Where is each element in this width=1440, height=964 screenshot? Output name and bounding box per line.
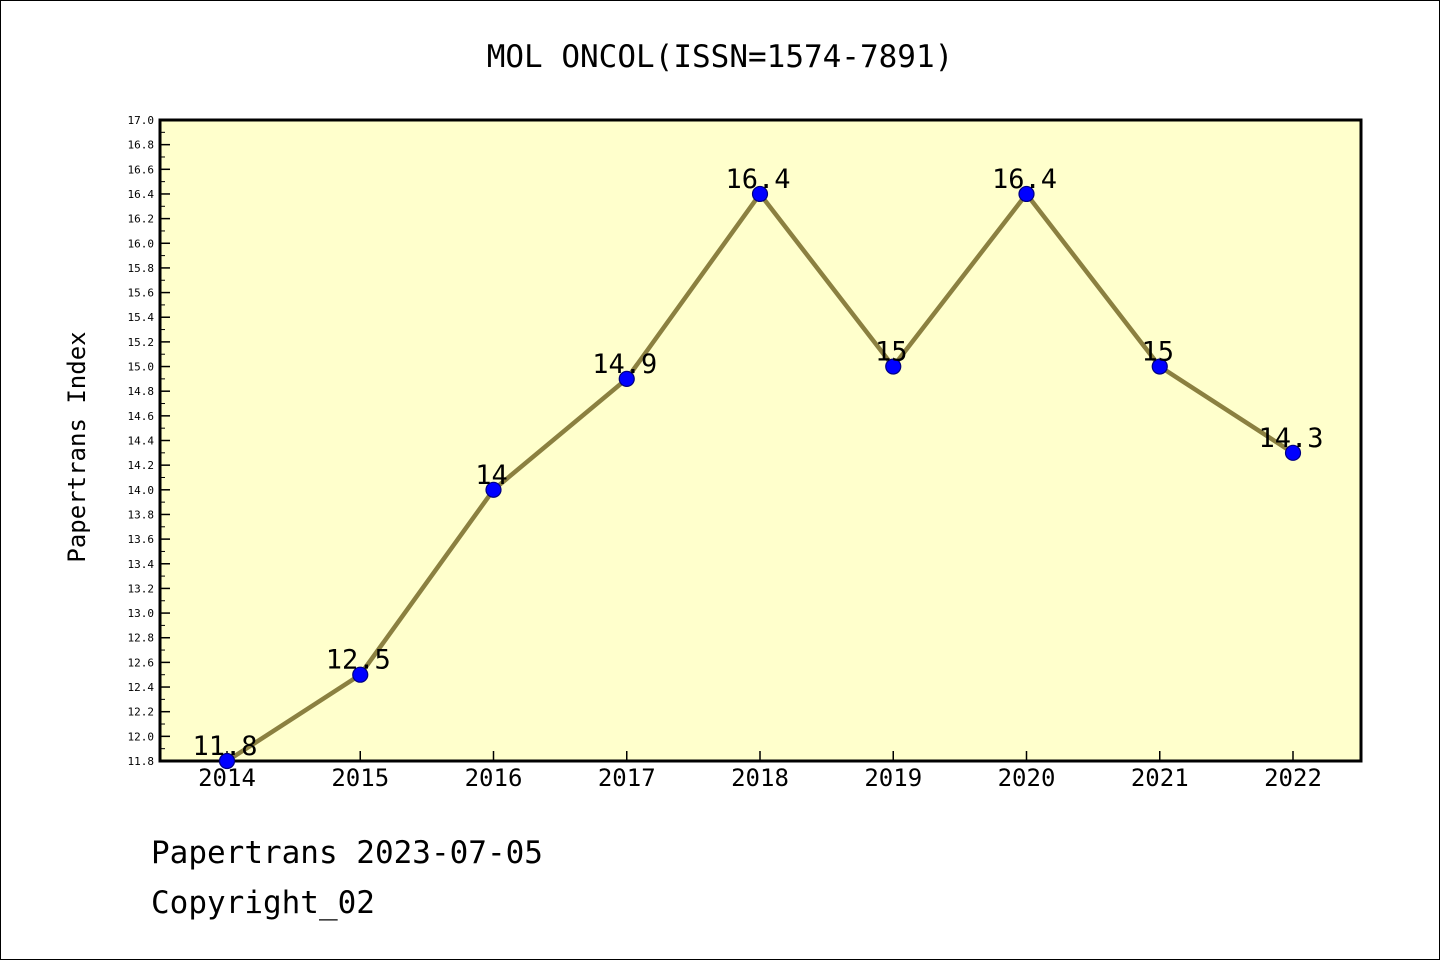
y-tick-label: 15.0 bbox=[128, 361, 155, 374]
y-tick-label: 13.8 bbox=[128, 508, 155, 521]
y-tick-label: 14.0 bbox=[128, 484, 155, 497]
y-tick-label: 17.0 bbox=[128, 114, 155, 127]
y-tick-label: 14.2 bbox=[128, 459, 155, 472]
data-label: 14 bbox=[475, 460, 508, 491]
y-tick-label: 16.4 bbox=[128, 188, 155, 201]
data-point bbox=[1284, 444, 1302, 461]
y-tick-label: 12.6 bbox=[128, 656, 155, 669]
y-tick-label: 12.2 bbox=[128, 706, 155, 719]
data-label: 16.4 bbox=[725, 164, 790, 195]
y-tick-label: 14.6 bbox=[128, 410, 155, 423]
data-point bbox=[218, 752, 236, 770]
y-tick-label: 13.2 bbox=[128, 582, 155, 595]
data-labels: 11.8 12.5 14 14.9 16.4 15 16.4 15 14.3 bbox=[192, 164, 1323, 762]
y-tick-label: 14.8 bbox=[128, 385, 155, 398]
x-tick-label: 2016 bbox=[465, 764, 523, 792]
y-tick-label: 13.6 bbox=[128, 533, 155, 546]
y-axis-ticks: 11.8 12.0 12.2 12.4 12.6 12.8 13.0 13.2 13.4 13.6… bbox=[128, 114, 170, 768]
x-tick-label: 2021 bbox=[1131, 764, 1189, 792]
y-tick-label: 13.4 bbox=[128, 558, 155, 571]
footer-copyright: Copyright_02 bbox=[151, 885, 375, 921]
data-label: 14.9 bbox=[592, 349, 657, 380]
y-tick-label: 14.4 bbox=[128, 435, 155, 448]
x-tick-label: 2019 bbox=[864, 764, 922, 792]
data-label: 14.3 bbox=[1258, 423, 1323, 454]
footer-date: Papertrans 2023-07-05 bbox=[151, 835, 543, 871]
y-tick-label: 13.0 bbox=[128, 607, 155, 620]
y-axis-label: Papertrans Index bbox=[63, 331, 91, 562]
y-tick-label: 12.8 bbox=[128, 632, 155, 645]
plot-area bbox=[158, 118, 1363, 763]
y-tick-label: 16.0 bbox=[128, 237, 155, 250]
x-tick-label: 2022 bbox=[1264, 764, 1322, 792]
x-tick-label: 2015 bbox=[331, 764, 389, 792]
data-point bbox=[618, 370, 635, 387]
data-markers bbox=[218, 185, 1302, 770]
data-label: 15 bbox=[1141, 337, 1174, 368]
data-point bbox=[1151, 358, 1168, 375]
x-tick-label: 2018 bbox=[731, 764, 789, 792]
data-point bbox=[1018, 185, 1035, 203]
y-tick-label: 16.6 bbox=[128, 163, 155, 176]
x-tick-label: 2020 bbox=[998, 764, 1056, 792]
y-tick-label: 16.8 bbox=[128, 139, 155, 152]
y-tick-label: 15.6 bbox=[128, 287, 155, 300]
data-label: 16.4 bbox=[992, 164, 1057, 195]
y-tick-label: 12.4 bbox=[128, 681, 155, 694]
y-tick-label: 15.2 bbox=[128, 336, 155, 349]
chart-title: MOL ONCOL(ISSN=1574-7891) bbox=[487, 39, 954, 75]
y-tick-label: 16.2 bbox=[128, 213, 155, 226]
y-tick-label: 12.0 bbox=[128, 730, 155, 743]
y-tick-label: 15.4 bbox=[128, 311, 155, 324]
data-point bbox=[751, 185, 769, 203]
x-tick-label: 2017 bbox=[598, 764, 656, 792]
data-label: 12.5 bbox=[326, 645, 391, 676]
data-point bbox=[885, 358, 902, 375]
data-label: 11.8 bbox=[192, 731, 257, 762]
data-point bbox=[485, 481, 502, 498]
data-label: 15 bbox=[875, 337, 908, 368]
y-tick-label: 15.8 bbox=[128, 262, 155, 275]
data-point bbox=[352, 666, 369, 683]
y-tick-label: 11.8 bbox=[128, 755, 155, 768]
